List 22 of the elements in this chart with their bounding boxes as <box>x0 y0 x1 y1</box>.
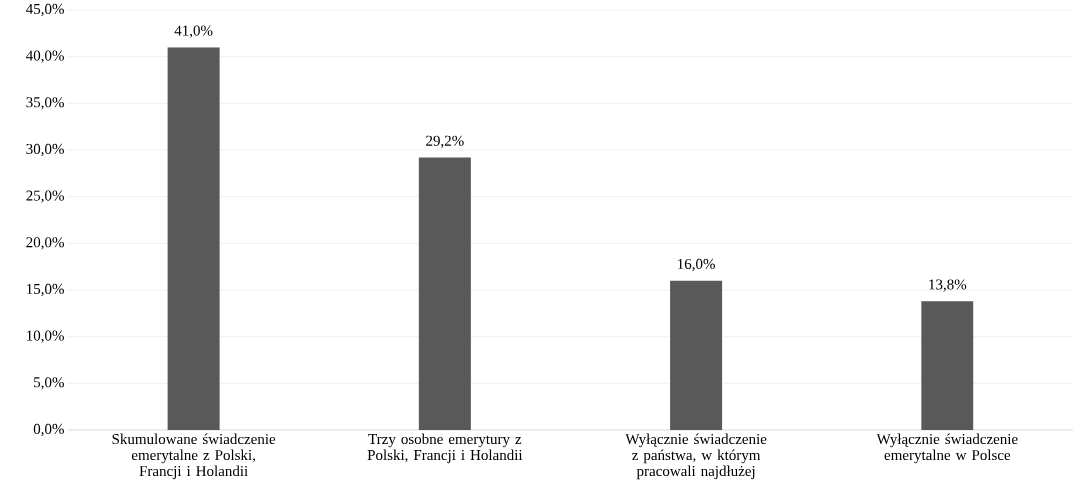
data-label: 41,0% <box>174 25 213 38</box>
bar <box>670 280 723 430</box>
y-tick-label: 30,0% <box>26 143 64 157</box>
y-tick-label: 20,0% <box>26 237 64 250</box>
data-label: 16,0% <box>678 258 715 272</box>
x-tick-label: Trzy osobne emerytury z Polski, Francji i Holandii <box>367 433 523 464</box>
x-tick-label: Wyłącznie świadczenie z państwa, w którym pracowali najdłużej <box>625 433 767 480</box>
y-tick-label: 15,0% <box>27 283 64 297</box>
bar <box>418 157 471 430</box>
y-tick-label: 45,0% <box>26 3 64 17</box>
y-tick-label: 35,0% <box>26 97 64 110</box>
y-tick-label: 10,0% <box>27 330 64 343</box>
bar <box>167 47 220 430</box>
bar <box>921 301 974 430</box>
y-tick-label: 0,0% <box>33 423 64 437</box>
x-tick-label: Skumulowane świadczenie emerytalne z Polski, Francji i Holandii <box>112 433 276 480</box>
y-tick-label: 25,0% <box>26 190 64 203</box>
x-tick-label: Wyłącznie świadczenie emerytalne w Polsce <box>876 433 1018 464</box>
y-tick-label: 40,0% <box>26 50 64 63</box>
data-label: 13,8% <box>929 279 967 292</box>
data-label: 29,2% <box>426 135 464 148</box>
y-tick-label: 5,0% <box>34 377 64 390</box>
